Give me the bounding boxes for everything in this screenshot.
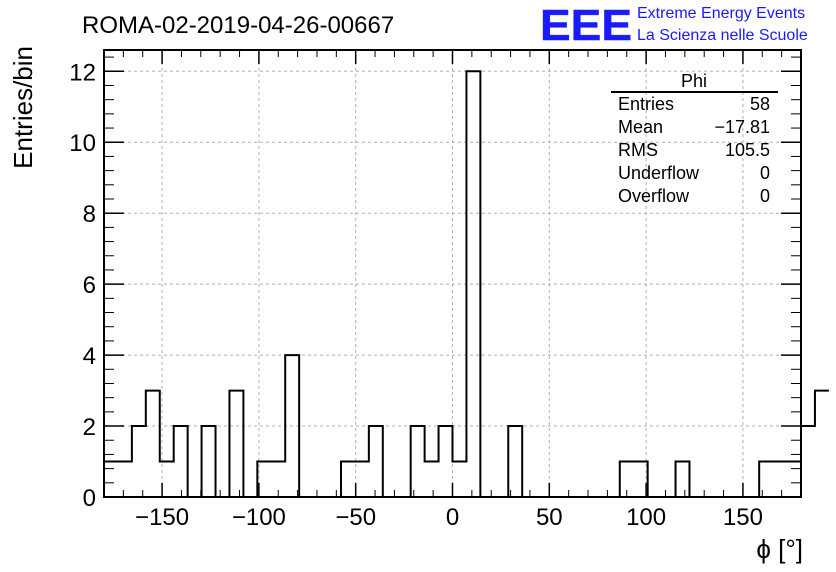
- x-tick-label: −100: [232, 504, 286, 531]
- eee-logo-line2: La Scienza nelle Scuole: [637, 27, 808, 44]
- chart-title: ROMA-02-2019-04-26-00667: [82, 12, 394, 39]
- x-axis-label: ϕ [°]: [756, 534, 803, 564]
- stats-label: Mean: [618, 117, 663, 137]
- x-tick-label: −50: [335, 504, 376, 531]
- x-tick-label: 150: [723, 504, 763, 531]
- stats-rows: Entries 58 Mean −17.81 RMS 105.5 Underflow 0 Ove…: [618, 94, 770, 206]
- stats-value: 58: [750, 94, 770, 114]
- y-tick-label: 12: [69, 59, 96, 86]
- x-tick-label: 0: [446, 504, 459, 531]
- stats-value: 0: [760, 186, 770, 206]
- y-axis-label: Entries/bin: [8, 46, 38, 169]
- y-tick-label: 10: [69, 130, 96, 157]
- axis-tick-labels: −150 −100 −50 0 50 100 150 0 2 4 6 8 10 12: [69, 59, 763, 531]
- y-tick-label: 0: [83, 485, 96, 512]
- stats-value: 0: [760, 163, 770, 183]
- stats-value: −17.81: [714, 117, 770, 137]
- x-tick-label: 50: [536, 504, 563, 531]
- stats-label: RMS: [618, 140, 658, 160]
- y-tick-label: 4: [83, 343, 96, 370]
- eee-logo-line1: Extreme Energy Events: [637, 5, 805, 22]
- eee-logo: EEE: [540, 1, 632, 50]
- axis-ticks: [103, 50, 802, 498]
- stats-box: Phi Entries 58 Mean −17.81 RMS 105.5 Underflow…: [611, 71, 778, 206]
- stats-label: Underflow: [618, 163, 700, 183]
- histogram-step-line: [104, 70, 829, 498]
- stats-label: Overflow: [618, 186, 690, 206]
- grid-lines: [104, 50, 801, 497]
- y-tick-label: 8: [83, 201, 96, 228]
- stats-title: Phi: [681, 71, 707, 91]
- stats-value: 105.5: [725, 140, 770, 160]
- x-tick-label: −150: [135, 504, 189, 531]
- y-tick-label: 2: [83, 414, 96, 441]
- stats-label: Entries: [618, 94, 674, 114]
- y-tick-label: 6: [83, 272, 96, 299]
- x-tick-label: 100: [626, 504, 666, 531]
